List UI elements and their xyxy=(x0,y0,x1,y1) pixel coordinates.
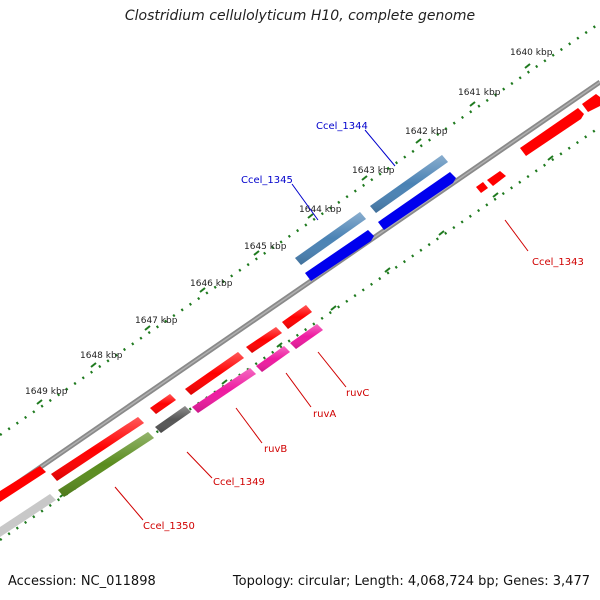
genome-backbone xyxy=(0,79,600,498)
gene-label-ccel-1349[interactable]: Ccel_1349 xyxy=(213,477,265,488)
tick-label-1645: 1645 kbp xyxy=(244,242,287,252)
gene-label-ruvb[interactable]: ruvB xyxy=(264,444,287,455)
genes-reverse-strand xyxy=(0,171,506,537)
kbp-ticks: 1640 kbp 1641 kbp 1642 kbp 1643 kbp 1644… xyxy=(25,48,553,405)
tick-label-1641: 1641 kbp xyxy=(458,88,501,98)
gene-red-reverse-6[interactable] xyxy=(0,466,46,502)
genome-summary-text: Topology: circular; Length: 4,068,724 bp… xyxy=(232,574,590,589)
map-title: Clostridium cellulolyticum H10, complete… xyxy=(124,8,476,24)
gene-label-ruva[interactable]: ruvA xyxy=(313,409,336,420)
gene-label-ruvc[interactable]: ruvC xyxy=(346,388,369,399)
gene-red-forward-2[interactable] xyxy=(582,94,600,112)
gene-blue-forward-2[interactable] xyxy=(305,230,374,281)
gene-label-ccel-1345[interactable]: Ccel_1345 xyxy=(241,175,293,186)
tick-label-1648: 1648 kbp xyxy=(80,351,123,361)
tick-label-1643: 1643 kbp xyxy=(352,166,395,176)
callout-lines xyxy=(114,129,529,521)
tick-label-1644: 1644 kbp xyxy=(299,205,342,215)
tick-label-1642: 1642 kbp xyxy=(405,127,448,137)
genes-forward-strand xyxy=(295,94,600,281)
gene-red-forward-1[interactable] xyxy=(520,108,584,156)
gene-light-gray[interactable] xyxy=(0,494,56,537)
gene-label-ccel-1350[interactable]: Ccel_1350 xyxy=(143,521,195,532)
tick-label-1649: 1649 kbp xyxy=(25,387,68,397)
tick-label-1640: 1640 kbp xyxy=(510,48,553,58)
tick-label-1646: 1646 kbp xyxy=(190,279,233,289)
gene-blue-forward-1[interactable] xyxy=(378,172,456,230)
gene-label-ccel-1344[interactable]: Ccel_1344 xyxy=(316,121,368,132)
gene-label-ccel-1343[interactable]: Ccel_1343 xyxy=(532,257,584,268)
accession-text: Accession: NC_011898 xyxy=(8,574,156,589)
tick-label-1647: 1647 kbp xyxy=(135,316,178,326)
outer-tick-ring xyxy=(0,21,600,437)
gene-ccel-1343[interactable] xyxy=(487,171,506,186)
